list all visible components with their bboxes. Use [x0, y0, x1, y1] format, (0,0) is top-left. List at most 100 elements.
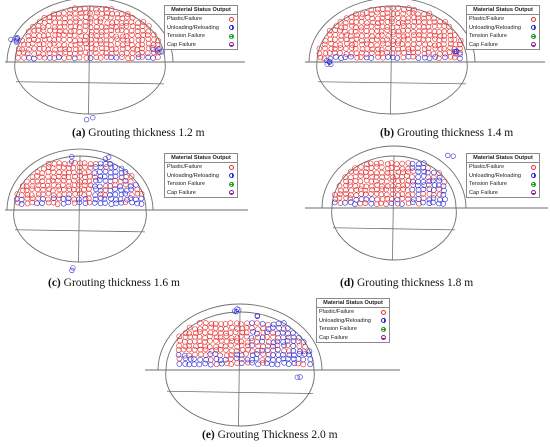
- plastic-failure-point: [442, 50, 448, 57]
- plastic-failure-point: [41, 45, 47, 52]
- plastic-failure-point: [51, 24, 58, 31]
- plastic-failure-point: [400, 23, 407, 29]
- plastic-failure-point: [416, 28, 422, 35]
- plastic-failure-point: [93, 18, 100, 25]
- plastic-failure-point: [103, 183, 109, 189]
- plastic-failure-point: [66, 186, 73, 193]
- plastic-failure-point: [337, 187, 344, 194]
- plastic-failure-point: [410, 53, 416, 60]
- plastic-failure-point: [337, 42, 344, 48]
- unloading-point: [254, 351, 260, 357]
- plastic-failure-point: [92, 14, 99, 20]
- tunnel-section-e: [145, 303, 400, 427]
- tension-symbol-icon: [531, 33, 536, 39]
- plastic-failure-point: [202, 346, 209, 353]
- plastic-failure-point: [52, 46, 58, 53]
- plastic-failure-point: [202, 335, 208, 341]
- plastic-failure-point: [50, 192, 57, 199]
- legend-d: Material Status Output Plastic/Failure U…: [466, 153, 540, 198]
- plastic-failure-point: [18, 192, 25, 199]
- plastic-failure-point: [457, 45, 463, 52]
- unloading-point: [368, 55, 375, 61]
- unloading-point: [101, 196, 108, 202]
- unloading-point: [18, 201, 25, 207]
- unloading-point: [181, 352, 188, 359]
- plastic-failure-point: [36, 32, 43, 39]
- plastic-failure-point: [122, 181, 129, 188]
- unloading-point: [96, 177, 103, 183]
- plastic-failure-point: [359, 33, 365, 39]
- plastic-failure-point: [151, 49, 157, 56]
- legend-item-unloading: Unloading/Reloading: [165, 24, 237, 33]
- plastic-failure-point: [374, 27, 380, 34]
- failure-zone: [13, 154, 145, 273]
- legend-item-tension: Tension Failure: [165, 180, 237, 189]
- plastic-failure-point: [56, 19, 63, 26]
- plastic-failure-point: [56, 160, 63, 166]
- plastic-failure-point: [93, 54, 100, 61]
- plastic-failure-point: [57, 50, 64, 57]
- unloading-point: [92, 164, 99, 170]
- plastic-failure-point: [77, 49, 84, 56]
- plastic-failure-point: [420, 195, 427, 202]
- plastic-failure-point: [82, 178, 88, 185]
- plastic-failure-point: [264, 334, 270, 340]
- unloading-point: [440, 183, 447, 189]
- plastic-failure-point: [50, 40, 57, 47]
- plastic-failure-point: [343, 32, 350, 38]
- plastic-failure-point: [228, 335, 235, 341]
- unloading-point: [442, 54, 448, 61]
- unloading-point: [244, 356, 251, 363]
- unloading-point: [138, 201, 145, 207]
- plastic-failure-point: [45, 173, 51, 180]
- plastic-failure-point: [99, 45, 105, 52]
- plastic-failure-point: [56, 169, 62, 176]
- centre-line: [238, 311, 241, 427]
- plastic-failure-point: [39, 170, 46, 176]
- plastic-failure-point: [239, 346, 246, 353]
- unloading-point: [197, 356, 204, 363]
- cap-symbol-icon: [531, 190, 536, 195]
- unloading-point: [112, 164, 118, 170]
- plastic-failure-point: [40, 186, 46, 193]
- legend-item-tension: Tension Failure: [467, 180, 539, 189]
- plastic-failure-point: [51, 55, 58, 61]
- legend-item-unloading: Unloading/Reloading: [467, 24, 539, 33]
- plastic-failure-point: [441, 41, 447, 47]
- plastic-failure-point: [109, 11, 115, 17]
- unloading-point: [451, 48, 458, 55]
- plastic-failure-point: [368, 183, 375, 190]
- plastic-failure-point: [55, 31, 62, 38]
- unloading-point: [352, 201, 358, 208]
- plastic-failure-point: [390, 177, 396, 184]
- unloading-point: [112, 186, 118, 192]
- unloading-point: [113, 200, 119, 207]
- plastic-failure-point: [82, 164, 88, 170]
- plastic-failure-point: [123, 174, 129, 180]
- plastic-failure-point: [266, 339, 272, 345]
- unloading-point: [249, 320, 255, 326]
- plastic-failure-point: [56, 28, 63, 35]
- bench-line: [332, 227, 456, 231]
- plastic-failure-point: [124, 14, 130, 20]
- unloading-point: [420, 186, 427, 193]
- plastic-failure-point: [302, 344, 308, 350]
- plastic-failure-point: [71, 169, 77, 176]
- plastic-failure-point: [375, 15, 381, 22]
- plastic-failure-point: [35, 23, 42, 29]
- plastic-failure-point: [182, 334, 189, 340]
- unloading-point: [426, 196, 433, 203]
- plastic-failure-point: [180, 346, 187, 353]
- plastic-failure-point: [70, 165, 76, 171]
- plastic-failure-point: [337, 191, 343, 197]
- unloading-point: [68, 159, 75, 165]
- plastic-failure-point: [352, 41, 359, 48]
- plastic-symbol-icon: [229, 16, 234, 22]
- plastic-failure-point: [40, 182, 47, 189]
- unloading-point: [331, 199, 338, 206]
- plastic-failure-point: [260, 329, 267, 336]
- plastic-failure-point: [46, 186, 52, 192]
- plastic-failure-point: [223, 333, 230, 339]
- unloading-point: [133, 196, 139, 203]
- plastic-failure-point: [343, 178, 349, 185]
